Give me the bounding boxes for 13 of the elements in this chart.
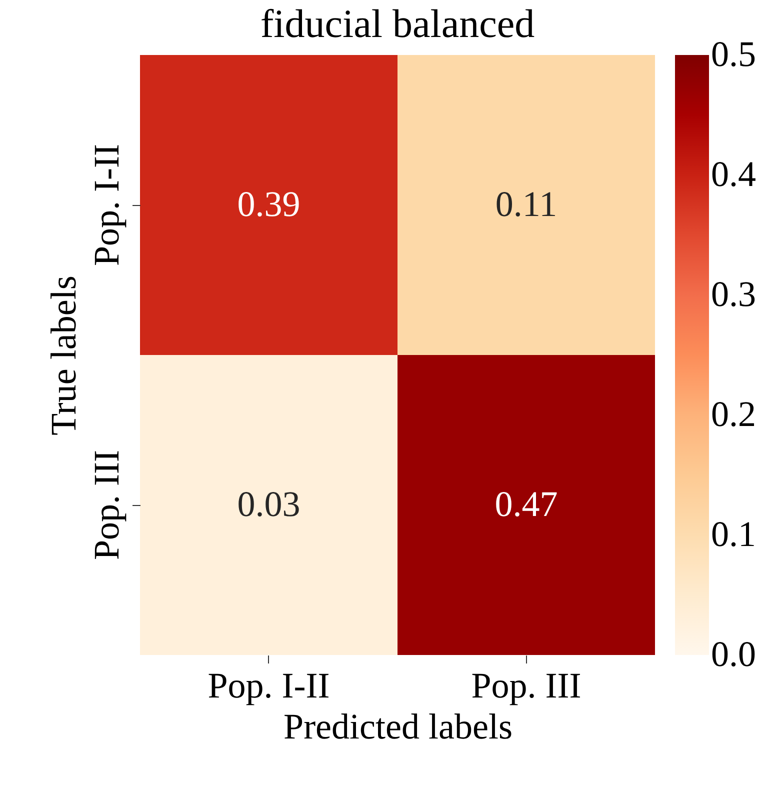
color-bar-label: 0.0 xyxy=(711,634,756,674)
data-label: 0.39 xyxy=(237,184,300,224)
x-axis-title: Predicted labels xyxy=(284,706,512,746)
color-bar-label: 0.2 xyxy=(711,394,756,434)
data-label: 0.11 xyxy=(495,184,558,224)
chart-title: fiducial balanced xyxy=(260,1,535,46)
color-bar-label: 0.5 xyxy=(711,34,756,74)
color-bar-label: 0.1 xyxy=(711,514,756,554)
y-axis-title: True labels xyxy=(44,276,84,436)
color-bar-label: 0.3 xyxy=(711,274,756,314)
data-label: 0.47 xyxy=(494,484,558,524)
color-bar-label: 0.4 xyxy=(711,154,756,194)
data-label: 0.03 xyxy=(237,484,300,524)
